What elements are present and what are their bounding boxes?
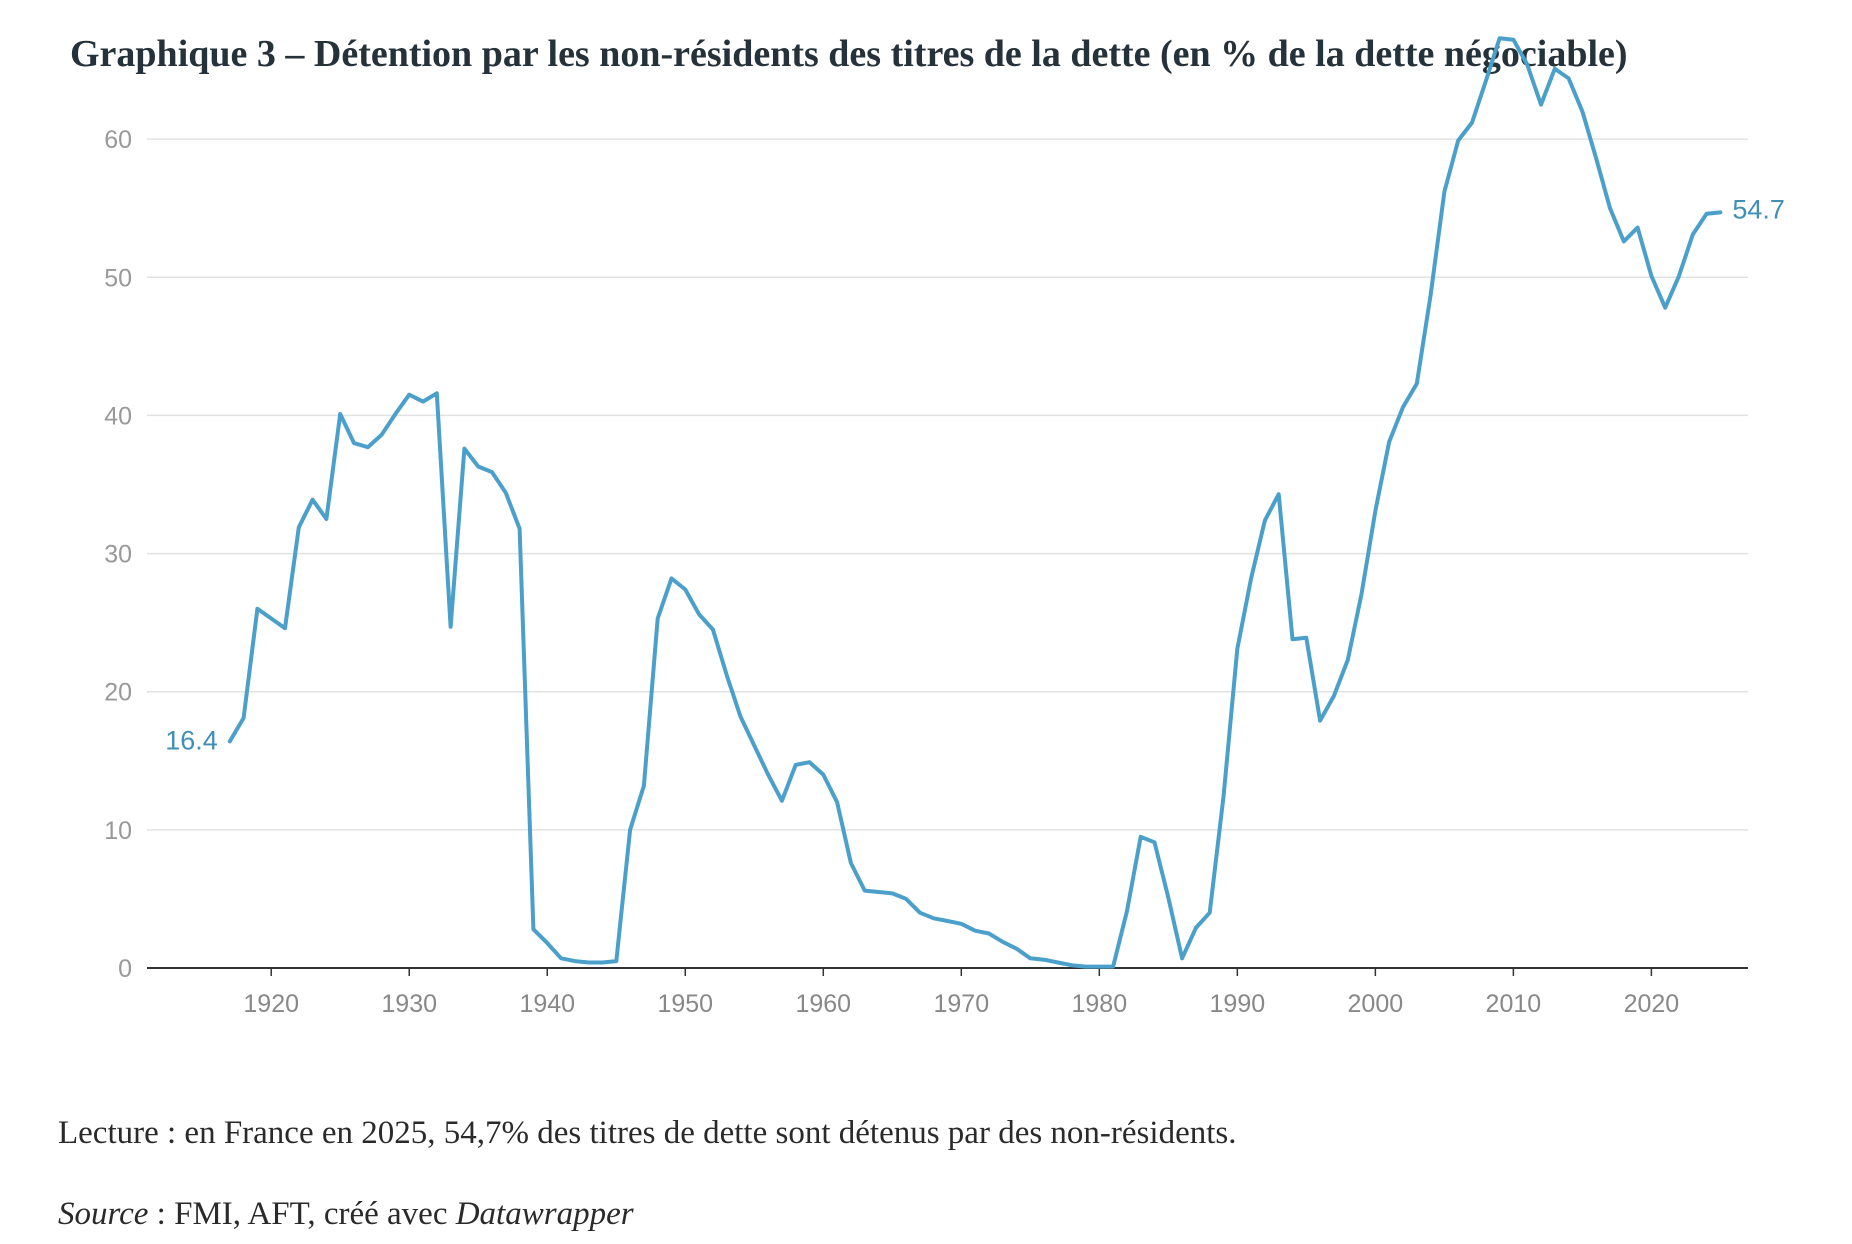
x-tick-label: 2000 xyxy=(1348,990,1404,1018)
source-note: Source : FMI, AFT, créé avec Datawrapper xyxy=(58,1196,634,1233)
x-tick-label: 2010 xyxy=(1486,990,1542,1018)
x-tick-label: 1950 xyxy=(657,990,713,1018)
y-tick-label: 10 xyxy=(104,817,132,845)
source-label: Source xyxy=(58,1196,149,1232)
x-tick-label: 1970 xyxy=(933,990,989,1018)
x-tick-label: 1940 xyxy=(519,990,575,1018)
x-tick-label: 1990 xyxy=(1210,990,1266,1018)
x-tick-label: 2020 xyxy=(1624,990,1680,1018)
x-tick-label: 1980 xyxy=(1072,990,1128,1018)
y-tick-label: 40 xyxy=(104,402,132,430)
end-value-label: 54.7 xyxy=(1732,194,1785,224)
y-tick-label: 60 xyxy=(104,126,132,154)
series-layer xyxy=(227,36,1723,969)
source-tool: Datawrapper xyxy=(455,1196,634,1232)
x-tick-label: 1960 xyxy=(795,990,851,1018)
y-tick-label: 20 xyxy=(104,679,132,707)
y-tick-label: 0 xyxy=(118,955,132,983)
series-line xyxy=(227,36,1723,969)
line-chart: 0 10 20 30 40 50 60 1920 1930 1940 1950 1960 1970 198… xyxy=(104,36,1785,1018)
reading-note: Lecture : en France en 2025, 54,7% des t… xyxy=(58,1115,1237,1151)
y-tick-label: 50 xyxy=(104,264,132,292)
data-labels: 16.4 54.7 xyxy=(165,194,1785,755)
axes: 0 10 20 30 40 50 60 1920 1930 1940 1950 1960 1970 198… xyxy=(104,126,1748,1018)
source-text: : FMI, AFT, créé avec xyxy=(148,1196,456,1232)
chart-title: Graphique 3 – Détention par les non-rési… xyxy=(70,33,1628,75)
y-tick-label: 30 xyxy=(104,541,132,569)
x-tick-label: 1920 xyxy=(243,990,299,1018)
start-value-label: 16.4 xyxy=(165,725,218,755)
x-tick-label: 1930 xyxy=(381,990,437,1018)
gridlines xyxy=(147,138,1748,831)
